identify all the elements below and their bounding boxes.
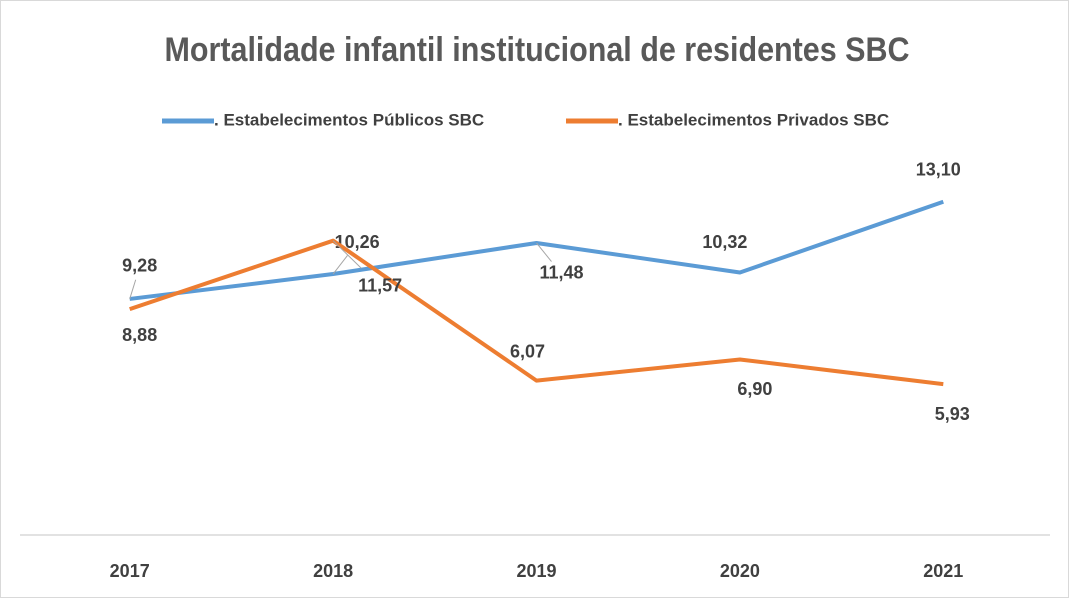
data-label: 11,48 — [539, 263, 583, 283]
x-tick-label: 2018 — [313, 561, 353, 581]
leader-line — [129, 279, 137, 300]
data-label: 10,32 — [702, 232, 747, 252]
data-label: 6,07 — [510, 341, 545, 361]
x-tick-label: 2019 — [516, 561, 556, 581]
data-label: 6,90 — [737, 379, 772, 399]
leader-line — [536, 242, 552, 262]
chart-title: Mortalidade infantil institucional de re… — [165, 31, 910, 69]
data-label: 9,28 — [122, 256, 157, 276]
x-tick-label: 2017 — [110, 561, 150, 581]
data-label: 11,57 — [358, 275, 402, 295]
data-label: 8,88 — [122, 325, 157, 345]
x-tick-label: 2020 — [720, 561, 760, 581]
leader-line — [332, 255, 348, 275]
data-label: 13,10 — [916, 160, 961, 180]
x-tick-label: 2021 — [923, 561, 963, 581]
data-label: 5,93 — [935, 404, 970, 424]
data-label: 10,26 — [335, 232, 380, 252]
legend-label: . Estabelecimentos Privados SBC — [618, 110, 889, 129]
series-line — [129, 238, 944, 387]
legend-label: . Estabelecimentos Públicos SBC — [214, 110, 484, 129]
leader-line — [332, 240, 362, 269]
